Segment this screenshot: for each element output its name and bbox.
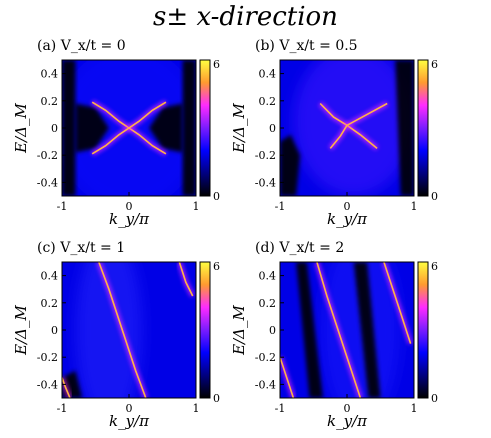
colorbar-min-label: 0 xyxy=(213,392,220,405)
spectral-branch xyxy=(178,262,194,297)
y-tick-label: 0 xyxy=(51,122,58,135)
x-tick-label: -1 xyxy=(275,200,286,213)
colorbar xyxy=(417,261,429,399)
x-tick-label: 1 xyxy=(411,200,418,213)
spectral-branch xyxy=(91,101,167,155)
colorbar-max-label: 6 xyxy=(213,58,220,71)
dark-region xyxy=(353,262,381,398)
y-tick-label: 0.4 xyxy=(41,270,59,283)
panel-1: (a) V_x/t = 00.40.20-0.2-0.4-1 0 1k_y/πE/Δ… xyxy=(12,38,220,228)
y-axis-label: E/Δ_M xyxy=(230,305,248,356)
panel-title: (c) V_x/t = 1 xyxy=(37,240,125,256)
intensity-haze xyxy=(320,262,401,398)
spectral-branch xyxy=(316,262,362,398)
figure-title: s± x-direction xyxy=(0,2,491,32)
y-tick-label: -0.2 xyxy=(37,351,58,364)
x-tick-label: 0 xyxy=(126,200,133,213)
y-tick-label: -0.4 xyxy=(255,176,276,189)
dark-region xyxy=(395,60,414,196)
panel-title: (d) V_x/t = 2 xyxy=(255,240,344,256)
panel-4: (d) V_x/t = 20.40.20-0.2-0.4-1 0 1k_y/πE/Δ… xyxy=(230,240,438,430)
colorbar-max-label: 6 xyxy=(431,58,438,71)
x-tick-label: 0 xyxy=(344,402,351,415)
dark-region xyxy=(149,103,183,153)
colorbar-min-label: 0 xyxy=(213,190,220,203)
dark-region xyxy=(280,134,301,196)
y-tick-label: 0.2 xyxy=(259,95,277,108)
y-tick-label: 0 xyxy=(51,324,58,337)
y-tick-label: -0.4 xyxy=(255,378,276,391)
y-tick-label: 0.4 xyxy=(259,68,277,81)
x-tick-label: 1 xyxy=(193,402,200,415)
x-tick-label: 0 xyxy=(344,200,351,213)
x-tick-label: -1 xyxy=(57,200,68,213)
y-tick-label: -0.4 xyxy=(37,176,58,189)
x-tick-label: -1 xyxy=(275,402,286,415)
x-tick-label: 1 xyxy=(193,200,200,213)
panel-title: (b) V_x/t = 0.5 xyxy=(255,38,358,54)
y-tick-label: -0.4 xyxy=(37,378,58,391)
panel-3: (c) V_x/t = 10.40.20-0.2-0.4-1 0 1k_y/πE/Δ… xyxy=(12,240,220,430)
panel-2: (b) V_x/t = 0.50.40.20-0.2-0.4-1 0 1k_y/πE… xyxy=(230,38,438,228)
colorbar xyxy=(199,261,211,399)
x-axis-label: k_y/π xyxy=(327,412,368,430)
x-axis-label: k_y/π xyxy=(327,210,368,228)
colorbar xyxy=(199,59,211,197)
spectral-branch xyxy=(280,356,295,398)
figure-title-text: s± x-direction xyxy=(153,2,338,32)
panel-title: (a) V_x/t = 0 xyxy=(37,38,126,54)
x-tick-label: -1 xyxy=(57,402,68,415)
colorbar-min-label: 0 xyxy=(431,190,438,203)
x-axis-label: k_y/π xyxy=(109,210,150,228)
spectral-branch xyxy=(98,262,147,398)
y-tick-label: -0.2 xyxy=(37,149,58,162)
y-tick-label: -0.2 xyxy=(255,149,276,162)
x-axis-label: k_y/π xyxy=(109,412,150,430)
y-tick-label: 0.2 xyxy=(259,297,277,310)
spectral-branch xyxy=(383,262,412,344)
x-tick-label: 0 xyxy=(126,402,133,415)
y-tick-label: 0 xyxy=(269,324,276,337)
y-tick-label: 0.2 xyxy=(41,297,59,310)
colorbar-max-label: 6 xyxy=(431,260,438,273)
dark-region xyxy=(75,103,109,153)
spectral-branch xyxy=(62,377,71,398)
dark-region xyxy=(296,262,323,398)
y-tick-label: -0.2 xyxy=(255,351,276,364)
dark-region xyxy=(182,60,196,196)
x-tick-label: 1 xyxy=(411,402,418,415)
dark-region xyxy=(62,60,76,196)
y-tick-label: 0.4 xyxy=(41,68,59,81)
y-axis-label: E/Δ_M xyxy=(12,305,30,356)
y-axis-label: E/Δ_M xyxy=(230,103,248,154)
y-tick-label: 0.2 xyxy=(41,95,59,108)
intensity-haze xyxy=(75,262,143,398)
colorbar xyxy=(417,59,429,197)
spectral-branch xyxy=(329,102,388,149)
colorbar-max-label: 6 xyxy=(213,260,220,273)
colorbar-min-label: 0 xyxy=(431,392,438,405)
y-tick-label: 0 xyxy=(269,122,276,135)
y-tick-label: 0.4 xyxy=(259,270,277,283)
y-axis-label: E/Δ_M xyxy=(12,103,30,154)
